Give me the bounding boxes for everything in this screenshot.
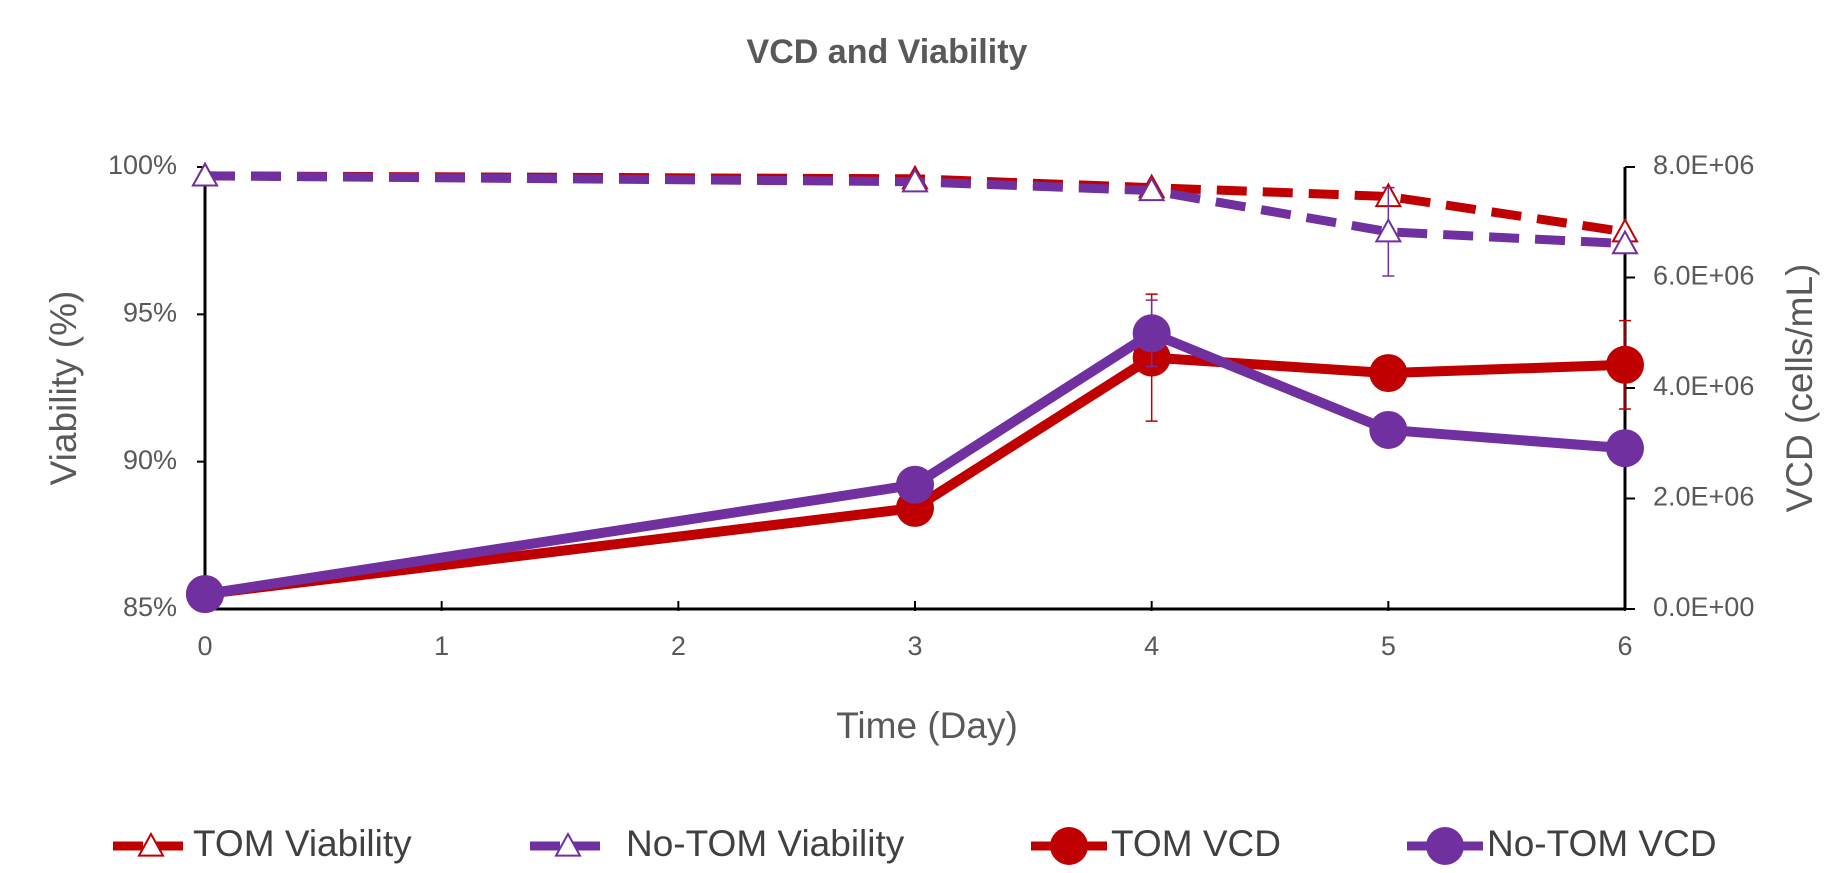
y-tick-label: 85%	[123, 592, 177, 622]
legend-label: No-TOM VCD	[1487, 823, 1717, 864]
y2-tick-label: 6.0E+06	[1653, 261, 1754, 291]
y2-tick-label: 8.0E+06	[1653, 150, 1754, 180]
x-tick-label: 6	[1617, 631, 1632, 661]
y-tick-label: 95%	[123, 297, 177, 327]
data-point	[1606, 345, 1644, 384]
y2-tick-label: 0.0E+00	[1653, 592, 1754, 622]
data-point	[186, 575, 224, 614]
data-point	[1369, 410, 1408, 449]
data-point	[1369, 354, 1408, 393]
legend-marker	[1426, 827, 1464, 865]
legend-marker	[1050, 827, 1088, 865]
data-point	[191, 161, 219, 187]
y2-axis-title: VCD (cells/mL)	[1779, 264, 1820, 513]
y-axis-title: Viability (%)	[43, 291, 84, 486]
data-point	[1606, 429, 1644, 468]
data-point	[1374, 217, 1403, 243]
legend-label: No-TOM Viability	[626, 823, 905, 864]
data-point	[901, 167, 929, 193]
x-tick-label: 4	[1144, 631, 1159, 661]
data-point	[896, 465, 934, 504]
x-tick-label: 1	[434, 631, 449, 661]
x-tick-label: 2	[671, 631, 686, 661]
x-axis-title: Time (Day)	[836, 705, 1018, 746]
y2-tick-label: 4.0E+06	[1653, 371, 1754, 401]
legend-label: TOM VCD	[1111, 823, 1281, 864]
chart-title: VCD and Viability	[747, 33, 1028, 71]
data-point	[1132, 314, 1171, 353]
y-tick-label: 100%	[108, 150, 177, 180]
x-tick-label: 0	[197, 631, 212, 661]
y2-tick-label: 2.0E+06	[1653, 482, 1754, 512]
legend-marker	[137, 831, 165, 857]
x-tick-label: 3	[907, 631, 922, 661]
data-point	[1611, 229, 1639, 255]
x-tick-label: 5	[1381, 631, 1396, 661]
legend-marker	[554, 831, 582, 857]
data-point	[1137, 176, 1166, 202]
y-tick-label: 90%	[123, 445, 177, 475]
legend-label: TOM Viability	[193, 823, 412, 864]
